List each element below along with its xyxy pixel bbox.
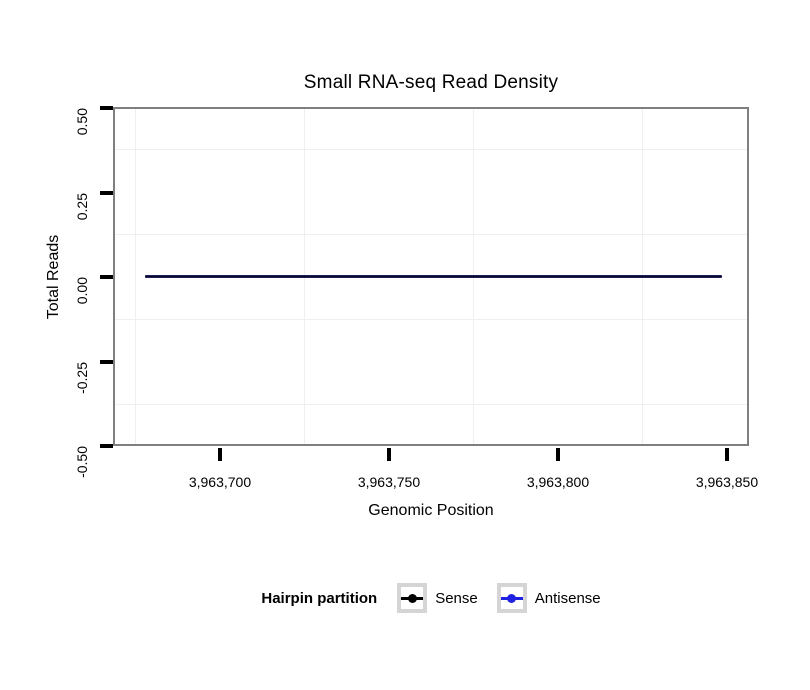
minor-gridline-horizontal [115, 319, 747, 320]
minor-gridline-horizontal [115, 149, 747, 150]
legend-label-antisense: Antisense [534, 589, 601, 607]
x-tick-label: 3,963,750 [357, 474, 421, 490]
x-axis-title: Genomic Position [368, 502, 494, 519]
x-tick-mark [556, 448, 560, 461]
x-tick-mark [725, 448, 729, 461]
y-tick-label: -0.50 [74, 446, 90, 478]
legend-key-sense [397, 583, 428, 613]
y-tick-mark [100, 275, 113, 279]
y-tick-mark [100, 444, 113, 448]
y-tick-mark [100, 106, 113, 110]
x-tick-label: 3,963,850 [695, 474, 759, 490]
read-density-line [145, 275, 722, 278]
minor-gridline-horizontal [115, 234, 747, 235]
plot-title: Small RNA-seq Read Density [303, 72, 559, 93]
antisense-point-icon [507, 593, 517, 603]
plot-panel [113, 107, 749, 446]
x-tick-mark [387, 448, 391, 461]
x-tick-label: 3,963,800 [526, 474, 590, 490]
x-tick-label: 3,963,700 [188, 474, 252, 490]
legend-key-antisense [496, 583, 527, 613]
minor-gridline-horizontal [115, 404, 747, 405]
y-tick-label: 0.50 [74, 108, 90, 136]
y-tick-label: -0.25 [74, 362, 90, 394]
y-tick-mark [100, 360, 113, 364]
legend-title: Hairpin partition [261, 589, 378, 607]
y-axis-title: Total Reads [45, 234, 62, 320]
y-tick-label: 0.25 [74, 193, 90, 221]
y-tick-mark [100, 191, 113, 195]
legend-label-sense: Sense [435, 589, 478, 607]
minor-gridline-vertical [135, 109, 136, 444]
x-tick-mark [218, 448, 222, 461]
legend: Hairpin partition Sense Antisense [113, 580, 749, 616]
sense-point-icon [407, 593, 417, 603]
